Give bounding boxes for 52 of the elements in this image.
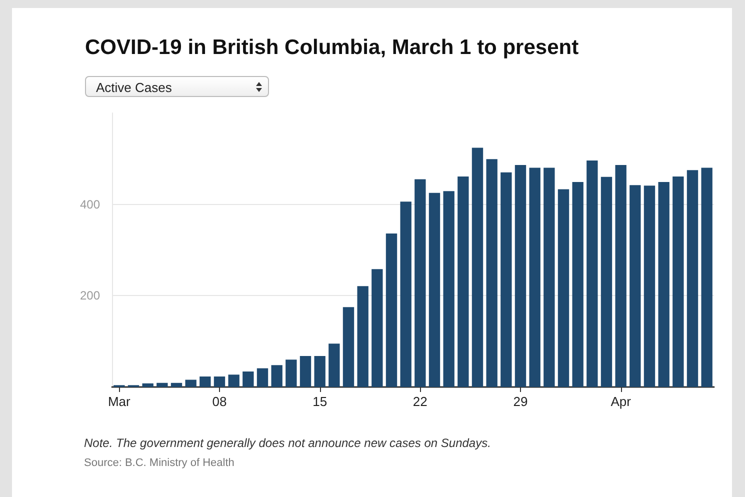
- bar: [342, 307, 354, 387]
- x-tick-label: 22: [412, 394, 428, 409]
- bar: [572, 182, 584, 387]
- bar: [514, 165, 526, 387]
- bar: [372, 269, 383, 387]
- source-note: Source: B.C. Ministry of Health: [84, 457, 234, 469]
- x-tick-label: Mar: [108, 394, 132, 409]
- x-tick-label: 15: [312, 394, 328, 409]
- bar: [443, 191, 454, 387]
- bar: [242, 371, 254, 387]
- bar: [214, 376, 226, 387]
- bar: [185, 380, 196, 387]
- bar: [400, 202, 412, 387]
- chart-subtitle: Active Cases: [96, 80, 172, 95]
- bar: [228, 374, 240, 387]
- bar: [544, 168, 555, 387]
- bar: [486, 159, 498, 387]
- bar: [586, 160, 598, 387]
- bar: [630, 185, 641, 387]
- x-tick-label: 08: [212, 394, 227, 409]
- bar: [500, 172, 512, 387]
- bar: [701, 168, 712, 387]
- x-tick-label: 29: [513, 394, 528, 409]
- bar: [200, 376, 211, 387]
- bar: [428, 192, 440, 387]
- bar: [658, 182, 670, 387]
- bar: [600, 176, 612, 387]
- bar: [458, 176, 469, 387]
- bar: [271, 365, 282, 387]
- bar: [300, 356, 312, 387]
- x-tick-label: Apr: [610, 394, 632, 409]
- bar: [472, 148, 484, 387]
- y-tick-label: 200: [80, 288, 100, 303]
- y-tick-label: 400: [80, 197, 100, 212]
- bar: [156, 382, 168, 387]
- bar: [386, 234, 398, 387]
- bar: [286, 360, 297, 387]
- bar: [672, 176, 684, 387]
- bar: [328, 344, 340, 387]
- bar: [686, 170, 698, 387]
- bar: [414, 179, 426, 387]
- bar: [357, 286, 368, 387]
- bar: [615, 165, 626, 387]
- bar: [529, 168, 540, 387]
- text: Note. The government generally does not announce new cases on Sundays.: [84, 436, 491, 450]
- bar: [142, 383, 154, 387]
- bar: [170, 382, 182, 387]
- bar: [644, 186, 656, 387]
- chart-title: COVID-19 in British Columbia, March 1 to present: [85, 36, 579, 60]
- bar: [558, 189, 570, 387]
- bar: [256, 368, 268, 387]
- bar: [314, 356, 326, 387]
